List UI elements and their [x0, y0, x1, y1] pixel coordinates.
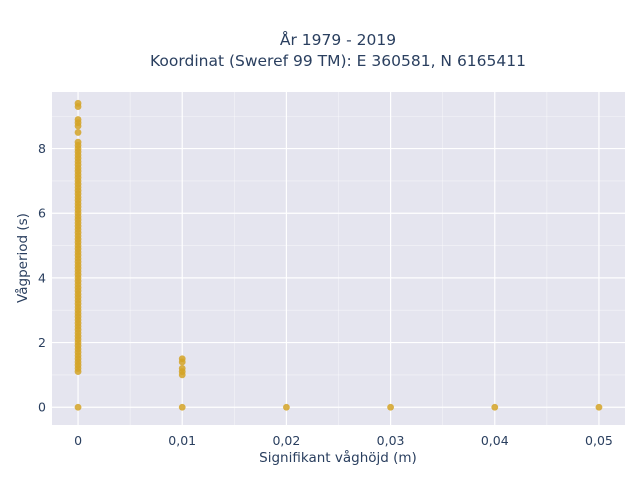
- y-tick-label: 8: [38, 141, 46, 156]
- data-point: [387, 403, 394, 411]
- y-tick-label: 6: [38, 206, 46, 221]
- data-point: [178, 371, 186, 379]
- data-point: [491, 403, 499, 411]
- y-tick-labels: 0 2 4 6 8: [38, 141, 46, 415]
- y-tick-label: 0: [38, 400, 46, 415]
- x-tick-label: 0: [74, 433, 82, 448]
- y-axis-title: Vågperiod (s): [14, 213, 31, 303]
- x-tick-label: 0,05: [585, 433, 613, 448]
- data-point: [74, 122, 82, 130]
- data-point: [283, 403, 290, 411]
- data-point: [178, 358, 186, 366]
- data-point: [178, 403, 186, 411]
- data-point: [74, 403, 82, 411]
- x-tick-labels: 0 0,01 0,02 0,03 0,04 0,05: [74, 433, 613, 448]
- data-point: [74, 368, 82, 376]
- x-axis-title: Signifikant våghöjd (m): [259, 449, 417, 466]
- x-tick-label: 0,03: [377, 433, 405, 448]
- chart-title-line1: År 1979 - 2019: [280, 30, 396, 49]
- chart-title-line2: Koordinat (Sweref 99 TM): E 360581, N 61…: [150, 52, 526, 70]
- y-tick-label: 4: [38, 270, 46, 285]
- data-point: [74, 129, 82, 136]
- data-points: [74, 99, 603, 411]
- x-tick-label: 0,02: [272, 433, 300, 448]
- y-tick-label: 2: [38, 335, 46, 350]
- x-tick-label: 0,04: [481, 433, 509, 448]
- x-tick-label: 0,01: [168, 433, 196, 448]
- data-point: [74, 103, 82, 110]
- data-point: [595, 403, 603, 411]
